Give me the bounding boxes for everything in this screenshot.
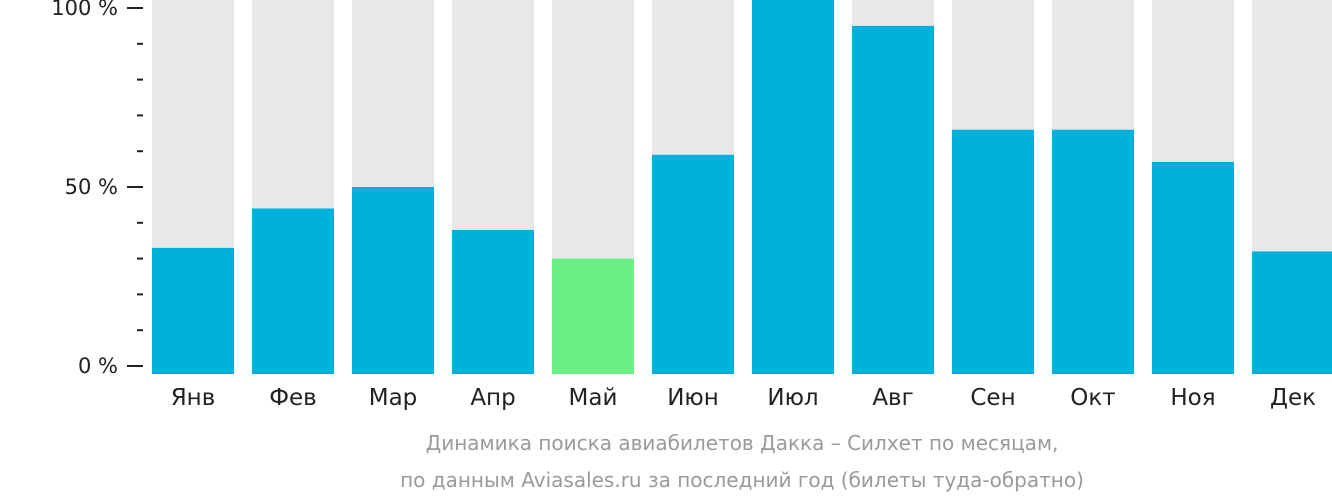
y-axis: 100 % 50 % 0 % bbox=[51, 0, 143, 378]
x-tick-label-2: Фев bbox=[269, 385, 317, 411]
bar-11 bbox=[1152, 161, 1234, 374]
bar-3 bbox=[352, 187, 434, 374]
y-tick-label-2: 50 % bbox=[65, 175, 118, 199]
x-tick-label-10: Окт bbox=[1070, 385, 1115, 411]
bar-12 bbox=[1252, 251, 1332, 374]
y-tick-label-1: 100 % bbox=[51, 0, 118, 20]
x-tick-label-9: Сен bbox=[970, 385, 1015, 411]
x-tick-label-8: Авг bbox=[872, 385, 913, 411]
x-tick-label-7: Июл bbox=[767, 385, 818, 411]
x-tick-label-12: Дек bbox=[1270, 385, 1316, 411]
bars bbox=[152, 0, 1332, 375]
caption-line-2: по данным Aviasales.ru за последний год … bbox=[400, 468, 1084, 492]
bar-7 bbox=[752, 0, 834, 374]
bar-4 bbox=[452, 229, 534, 374]
x-tick-label-11: Ноя bbox=[1170, 385, 1215, 411]
x-tick-label-4: Апр bbox=[470, 385, 515, 411]
bar-6 bbox=[652, 154, 734, 374]
bar-10 bbox=[1052, 129, 1134, 374]
bar-5 bbox=[552, 258, 634, 374]
x-tick-label-3: Мар bbox=[369, 385, 418, 411]
bar-8 bbox=[852, 25, 934, 375]
x-axis-labels: Янв Фев Мар Апр Май Июн Июл Авг Сен Окт Ноя Дек bbox=[171, 385, 1316, 411]
x-tick-label-5: Май bbox=[569, 385, 618, 411]
bar-1 bbox=[152, 247, 234, 374]
y-tick-label-3: 0 % bbox=[78, 354, 118, 378]
bar-2 bbox=[252, 208, 334, 374]
bar-9 bbox=[952, 129, 1034, 374]
caption-line-1: Динамика поиска авиабилетов Дакка – Силх… bbox=[426, 431, 1059, 455]
x-tick-label-6: Июн bbox=[667, 385, 719, 411]
x-tick-label-1: Янв bbox=[171, 385, 216, 411]
